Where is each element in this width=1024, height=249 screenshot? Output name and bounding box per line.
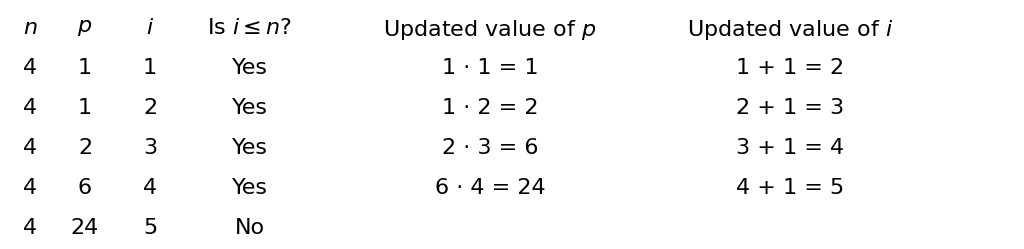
Text: 1 · 2 = 2: 1 · 2 = 2: [441, 98, 539, 118]
Text: 2 · 3 = 6: 2 · 3 = 6: [441, 138, 539, 158]
Text: Updated value of $p$: Updated value of $p$: [383, 18, 597, 42]
Text: $n$: $n$: [23, 18, 37, 38]
Text: 5: 5: [143, 218, 157, 238]
Text: 1: 1: [143, 58, 157, 78]
Text: 2 + 1 = 3: 2 + 1 = 3: [736, 98, 844, 118]
Text: 24: 24: [71, 218, 99, 238]
Text: $p$: $p$: [78, 18, 92, 38]
Text: 6 · 4 = 24: 6 · 4 = 24: [434, 178, 546, 198]
Text: 1 + 1 = 2: 1 + 1 = 2: [736, 58, 844, 78]
Text: 4: 4: [23, 58, 37, 78]
Text: 2: 2: [78, 138, 92, 158]
Text: Is $i \leq n$?: Is $i \leq n$?: [208, 18, 293, 38]
Text: 4: 4: [23, 218, 37, 238]
Text: 3: 3: [143, 138, 157, 158]
Text: 4: 4: [23, 178, 37, 198]
Text: 1: 1: [78, 98, 92, 118]
Text: 6: 6: [78, 178, 92, 198]
Text: Yes: Yes: [232, 58, 268, 78]
Text: Updated value of $i$: Updated value of $i$: [687, 18, 893, 42]
Text: Yes: Yes: [232, 98, 268, 118]
Text: Yes: Yes: [232, 178, 268, 198]
Text: 1 · 1 = 1: 1 · 1 = 1: [441, 58, 539, 78]
Text: 4: 4: [23, 138, 37, 158]
Text: Yes: Yes: [232, 138, 268, 158]
Text: 2: 2: [143, 98, 157, 118]
Text: 4: 4: [143, 178, 157, 198]
Text: 1: 1: [78, 58, 92, 78]
Text: $i$: $i$: [146, 18, 154, 38]
Text: No: No: [234, 218, 265, 238]
Text: 4 + 1 = 5: 4 + 1 = 5: [736, 178, 844, 198]
Text: 3 + 1 = 4: 3 + 1 = 4: [736, 138, 844, 158]
Text: 4: 4: [23, 98, 37, 118]
